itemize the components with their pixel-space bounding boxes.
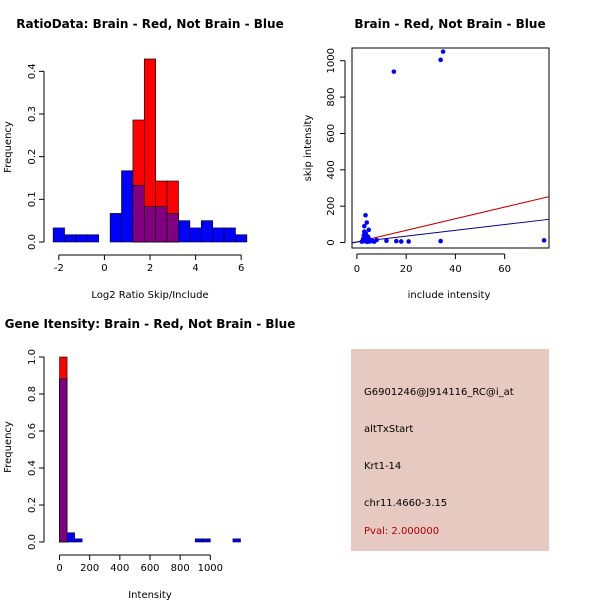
p-value: Pval: 2.000000 (364, 526, 440, 537)
ratio-histogram: RatioData: Brain - Red, Not Brain - Blue… (3, 17, 284, 301)
ratio-x-tick-label: 0 (101, 263, 107, 274)
scatter-point (541, 238, 547, 243)
ratio-histogram-xlabel: Log2 Ratio Skip/Include (91, 290, 208, 301)
ratio-blue-bar (200, 220, 213, 243)
gene-x-tick-label: 1000 (198, 563, 223, 574)
gene-y-tick-label: 1.0 (27, 349, 38, 365)
gene-x-tick-label: 600 (140, 563, 159, 574)
scatter-point (438, 238, 443, 244)
ratio-y-tick-label: 0.2 (27, 149, 38, 165)
ratio-blue-bar (64, 234, 77, 243)
ratio-blue-bar (52, 227, 65, 243)
ratio-blue-bar (75, 234, 88, 243)
scatter-point (384, 238, 389, 244)
ratio-histogram-axes: -2 0 2 4 6 0.0 0.1 0.2 0.3 0.4 (27, 63, 244, 274)
gene-overlap-bar (59, 378, 68, 543)
event-type: altTxStart (364, 424, 414, 435)
ratio-blue-bar (223, 227, 236, 243)
gene-y-tick-label: 0.4 (27, 460, 38, 476)
ratio-y-tick-label: 0.3 (27, 106, 38, 122)
brain-fit-line (351, 196, 550, 244)
ratio-overlap-bar (166, 213, 179, 243)
probe-id: G6901246@J914116_RC@i_at (364, 387, 514, 398)
scatter-fit-lines (351, 196, 550, 244)
gene-y-tick-label: 0.2 (27, 497, 38, 513)
ratio-histogram-title: RatioData: Brain - Red, Not Brain - Blue (16, 17, 283, 31)
scatter-point (363, 212, 368, 218)
scatter-y-tick-label: 200 (326, 197, 337, 216)
ratio-blue-bar (212, 227, 225, 243)
ratio-overlap-bar (144, 206, 156, 243)
scatter-point (391, 69, 397, 74)
intensity-scatter: Brain - Red, Not Brain - Blue 0 20 40 60020… (303, 17, 550, 301)
gene-intensity-histogram: Gene Itensity: Brain - Red, Not Brain - … (3, 317, 295, 600)
scatter-point (398, 239, 404, 244)
scatter-x-tick-label: 0 (354, 264, 360, 275)
scatter-point (440, 49, 446, 54)
ratio-blue-bar (189, 227, 202, 243)
ratio-x-tick-label: 2 (147, 263, 153, 274)
scatter-y-tick-label: 400 (326, 160, 337, 179)
ratio-blue-bar (235, 234, 248, 243)
gene-y-tick-label: 0.8 (27, 386, 38, 402)
scatter-x-tick-label: 60 (498, 264, 511, 275)
gene-intensity-bars (59, 356, 241, 543)
gene-blue-bar (232, 538, 241, 543)
gene-x-tick-label: 200 (80, 563, 99, 574)
gene-x-tick-label: 400 (110, 563, 129, 574)
scatter-x-tick-label: 20 (400, 264, 413, 275)
ratio-blue-bar (87, 234, 100, 243)
ratio-histogram-ylabel: Frequency (3, 121, 14, 173)
ratio-histogram-bars (52, 58, 248, 243)
scatter-y-tick-label: 600 (326, 124, 337, 143)
scatter-y-tick-label: 0 (326, 239, 337, 245)
gene-blue-bar (66, 532, 75, 543)
ratio-overlap-bar (132, 184, 145, 243)
scatter-point (366, 227, 372, 233)
ratio-blue-bar (109, 213, 122, 243)
ratio-x-tick-label: 4 (192, 263, 198, 274)
scatter-xlabel: include intensity (408, 290, 491, 301)
scatter-point (374, 237, 379, 243)
gene-y-tick-label: 0.0 (27, 534, 38, 550)
ratio-blue-bar (121, 170, 134, 243)
gene-intensity-xlabel: Intensity (128, 590, 172, 600)
ratio-overlap-bar (155, 206, 168, 243)
not-brain-fit-line (351, 218, 550, 244)
scatter-ylabel: skip intensity (303, 115, 314, 182)
scatter-point (394, 238, 399, 244)
scatter-point (406, 239, 411, 244)
gene-intensity-axes: 0 200 400 600 800 1000 0.0 0.2 0.4 0.6 0.8 1.0 (27, 349, 223, 574)
gene-blue-bar (202, 538, 211, 543)
scatter-y-tick-label: 800 (326, 88, 337, 107)
scatter-y-tick-label: 1000 (326, 48, 337, 73)
ratio-x-tick-label: -2 (54, 263, 64, 274)
gene-intensity-ylabel: Frequency (3, 421, 14, 473)
gene-blue-bar (74, 538, 83, 543)
scatter-point (364, 220, 370, 225)
gene-name: Krt1-14 (364, 461, 402, 472)
scatter-x-tick-label: 40 (449, 264, 462, 275)
scatter-plot-box (351, 47, 550, 249)
scatter-point (362, 223, 367, 229)
scatter-point (438, 57, 443, 63)
gene-y-tick-label: 0.6 (27, 423, 38, 439)
ratio-y-tick-label: 0.4 (27, 63, 38, 79)
scatter-title: Brain - Red, Not Brain - Blue (354, 17, 545, 31)
gene-x-tick-label: 0 (56, 563, 62, 574)
scatter-points (359, 49, 547, 245)
ratio-blue-bar (178, 220, 191, 243)
gene-intensity-title: Gene Itensity: Brain - Red, Not Brain - … (5, 317, 296, 331)
info-panel: G6901246@J914116_RC@i_at altTxStart Krt1… (351, 349, 549, 551)
ratio-y-tick-label: 0.0 (27, 234, 38, 250)
ratio-x-tick-label: 6 (238, 263, 244, 274)
ratio-y-tick-label: 0.1 (27, 191, 38, 207)
genomic-location: chr11.4660-3.15 (364, 498, 448, 509)
gene-x-tick-label: 800 (171, 563, 190, 574)
gene-blue-bar (194, 538, 204, 543)
scatter-point (363, 231, 369, 236)
